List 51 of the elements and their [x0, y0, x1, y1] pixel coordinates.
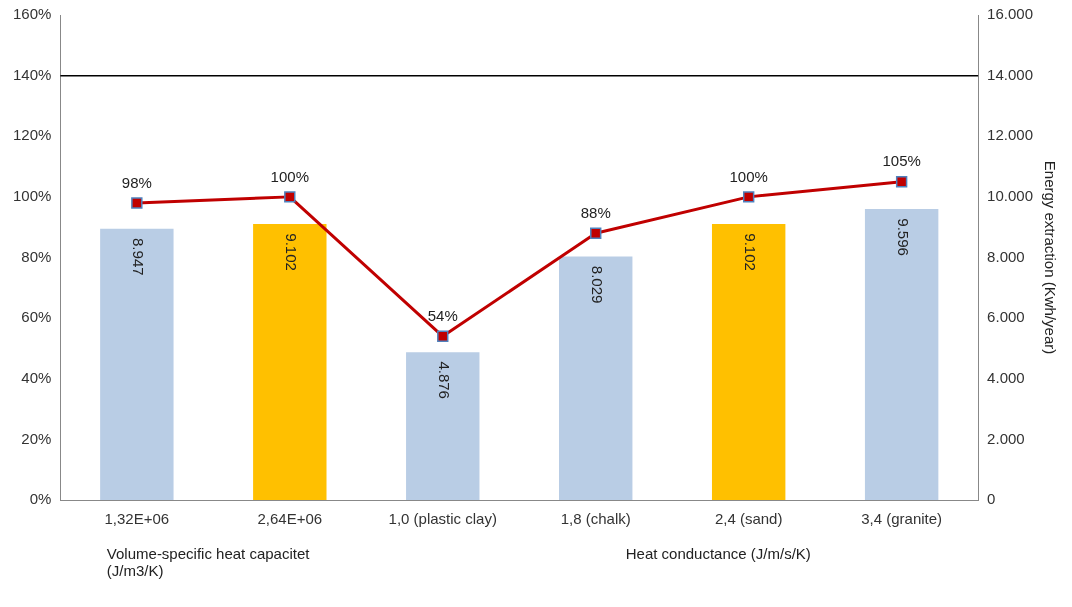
y2-tick-label: 0	[987, 490, 996, 508]
bar	[711, 224, 786, 500]
bar	[406, 352, 480, 500]
y2-tick-label: 16.000	[987, 5, 1034, 23]
text: Volume-specific heat capacitet (J/m3/K)	[106, 545, 311, 579]
point	[131, 197, 143, 209]
point	[895, 176, 908, 188]
y2-tick-label: 12.000	[987, 126, 1034, 144]
y-tick-label: 60%	[21, 308, 52, 326]
y-tick-label: 140%	[12, 65, 52, 83]
bar	[559, 256, 633, 500]
data-label: 105%	[882, 152, 921, 170]
bar	[100, 228, 174, 500]
data-label: 100%	[270, 167, 309, 185]
data-label: 4.876	[435, 361, 453, 399]
data-label: 9.102	[282, 233, 300, 271]
y2-axis-title: Energy extraction (Kwh/year)	[1041, 160, 1059, 355]
data-label: 8.029	[588, 265, 606, 304]
y-tick-label: 80%	[21, 247, 52, 265]
data-label: 88%	[580, 203, 611, 221]
point	[437, 330, 449, 343]
y2-tick-label: 10.000	[987, 187, 1034, 205]
x-tick-label: 1,32E+06	[104, 510, 170, 528]
y2-tick-label: 8.000	[987, 247, 1025, 265]
x-tick-label: 3,4 (granite)	[861, 510, 943, 528]
x-tick-label: 1,8 (chalk)	[560, 510, 631, 528]
bar	[864, 209, 939, 500]
text: Heat conductance (J/m/s/K)	[625, 545, 811, 562]
x-tick-label: 2,64E+06	[257, 510, 323, 528]
x-tick-label: 1,0 (plastic clay)	[388, 510, 497, 528]
data-label: 98%	[121, 173, 152, 191]
data-label: 9.102	[741, 233, 759, 271]
y-tick-label: 100%	[12, 187, 52, 205]
y-tick-label: 0%	[29, 490, 52, 508]
point	[284, 191, 296, 203]
y2-tick-label: 4.000	[987, 368, 1025, 386]
point	[590, 227, 602, 239]
y2-tick-label: 2.000	[987, 429, 1025, 447]
y2-tick-label: 6.000	[987, 308, 1025, 326]
x-tick-label: 2,4 (sand)	[714, 510, 783, 528]
data-label: 54%	[427, 306, 458, 324]
y-tick-label: 40%	[21, 368, 52, 386]
y-tick-label: 120%	[12, 126, 52, 144]
bar	[253, 224, 327, 500]
data-label: 8.947	[129, 238, 147, 276]
data-label: 100%	[729, 167, 768, 185]
y-tick-label: 160%	[12, 5, 52, 23]
point	[742, 191, 755, 203]
y2-tick-label: 14.000	[987, 65, 1034, 83]
data-label: 9.596	[894, 218, 912, 256]
y-tick-label: 20%	[21, 429, 52, 447]
